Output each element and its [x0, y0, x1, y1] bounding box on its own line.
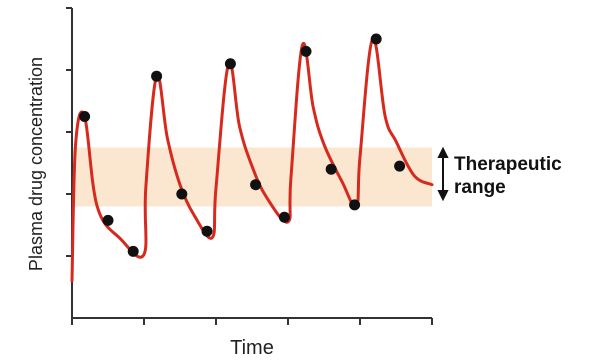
sample-point [349, 199, 361, 211]
range-arrow-head-down [437, 190, 449, 202]
sample-point [370, 33, 382, 45]
sample-point [127, 245, 139, 257]
sample-point [394, 160, 406, 172]
sample-point [102, 214, 114, 226]
sample-point [250, 179, 262, 191]
sample-point [201, 225, 213, 237]
x-axis-label: Time [230, 337, 274, 359]
therapeutic-range-arrow [437, 146, 449, 202]
sample-point [79, 111, 91, 122]
therapeutic-range-label-line2: range [454, 177, 506, 198]
sample-point [176, 188, 188, 200]
sample-point [278, 211, 290, 223]
sample-point [151, 70, 163, 82]
sample-point [325, 163, 337, 175]
sample-point [300, 45, 312, 57]
y-axis-label: Plasma drug concentration [26, 57, 46, 271]
therapeutic-range-band [73, 147, 432, 207]
range-arrow-head-up [437, 146, 449, 158]
therapeutic-range-label-line1: Therapeutic [454, 154, 562, 175]
sample-point [224, 58, 236, 70]
concentration-curve [70, 37, 434, 283]
